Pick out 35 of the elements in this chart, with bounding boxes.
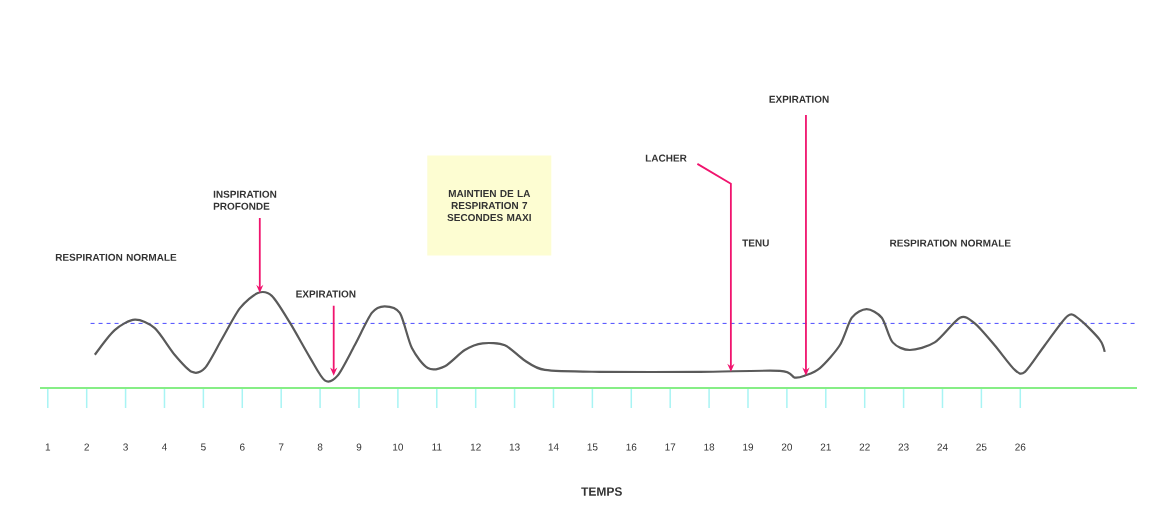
annotation: EXPIRATION [296,290,356,298]
x-tick-label: 2 [84,443,89,451]
x-tick-label: 22 [859,443,870,451]
x-tick-label: 9 [356,443,362,451]
x-tick-label: 14 [548,443,559,451]
text: RESPIRATION NORMALE [890,239,1011,247]
x-tick-label: 7 [278,443,284,451]
x-axis-title: TEMPS [581,487,622,496]
x-tick-label: 1 [45,443,51,451]
x-tick-label: 3 [123,443,128,451]
text: RESPIRATION NORMALE [55,253,177,261]
x-tick-label: 23 [898,443,909,451]
x-tick-label: 24 [937,443,948,451]
x-tick-label: 8 [317,443,323,451]
text: TENU [742,239,769,247]
x-tick-label: 19 [743,443,754,451]
x-tick-label: 20 [781,443,793,451]
x-tick-label: 12 [470,443,481,451]
x-tick-label: 13 [509,443,520,451]
x-tick-label: 11 [432,443,442,451]
x-tick-label: 4 [161,443,167,451]
text: MAINTIEN DE LA RESPIRATION 7 SECONDES MAXI [447,190,531,222]
x-tick-label: 10 [393,443,404,451]
x-tick-label: 15 [587,443,598,451]
annotation: INSPIRATION PROFONDE [213,190,277,210]
annotation: EXPIRATION [769,95,829,103]
x-tick-label: 5 [201,443,206,451]
x-tick-label: 16 [626,443,637,451]
x-tick-label: 25 [976,443,987,451]
x-tick-label: 6 [240,443,245,451]
x-tick-label: 21 [820,443,831,451]
x-tick-label: 17 [665,443,676,451]
x-tick-label: 26 [1015,443,1026,451]
x-tick-label: 18 [704,443,715,451]
annotation: LACHER [645,154,687,162]
